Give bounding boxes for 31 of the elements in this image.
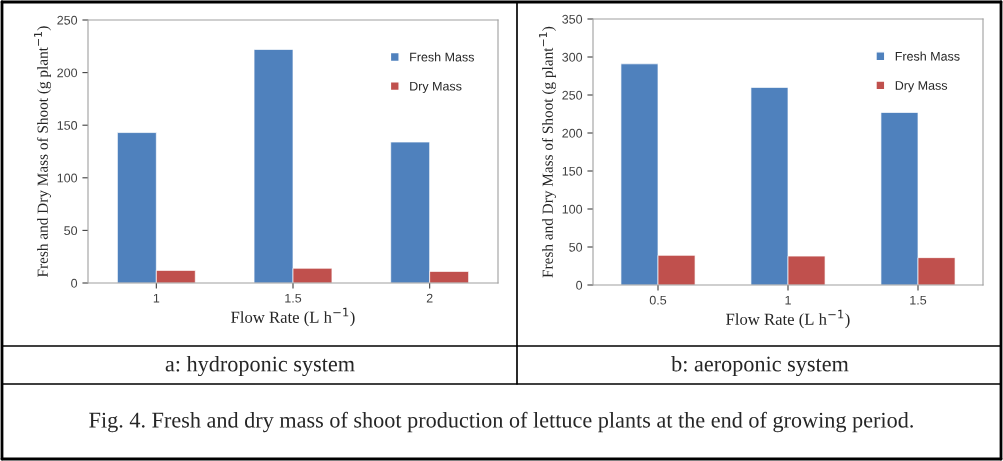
y-tick-label: 100 <box>562 204 583 214</box>
x-tick-label: 2 <box>426 293 433 303</box>
y-tick-label: 300 <box>562 52 583 62</box>
y-tick-label: 350 <box>562 14 583 24</box>
y-tick-label: 50 <box>64 226 78 236</box>
y-tick-label: 200 <box>562 128 583 138</box>
y-tick-label: 0 <box>71 278 78 288</box>
y-tick-label: 150 <box>562 166 583 176</box>
y-tick-label: 150 <box>57 121 78 130</box>
legend-label: Dry Mass <box>410 81 462 94</box>
y-tick-label: 50 <box>569 242 583 252</box>
x-axis-title: Flow Rate (L h$^{−1}$) <box>726 309 850 329</box>
legend-label: Fresh Mass <box>895 51 960 61</box>
text: b: aeroponic system <box>671 355 849 377</box>
y-axis-title: Fresh and Dry Mass of Shoot (g plant$^{−1}$) <box>34 26 52 278</box>
x-tick-label: 1.5 <box>910 295 927 305</box>
y-tick-label: 200 <box>57 68 78 78</box>
y-tick-label: 250 <box>562 90 583 100</box>
y-tick-label: 0 <box>576 280 583 290</box>
text: a: hydroponic system <box>165 355 355 377</box>
y-tick-label: 250 <box>57 15 78 25</box>
x-tick-label: 0.5 <box>649 295 667 305</box>
x-tick-label: 1.5 <box>285 293 302 303</box>
legend-label: Dry Mass <box>895 81 948 93</box>
y-axis-title: Fresh and Dry Mass of Shoot (g plant$^{−1}$) <box>539 26 557 278</box>
legend-label: Fresh Mass <box>410 52 474 62</box>
caption: Fig. 4. Fresh and dry mass of shoot production of lettuce plants at the end of growing period. <box>89 411 913 433</box>
x-tick-label: 1 <box>785 295 791 305</box>
y-tick-label: 100 <box>57 173 78 183</box>
x-tick-label: 1 <box>153 293 160 303</box>
x-axis-title: Flow Rate (L h$^{−1}$) <box>231 307 355 327</box>
